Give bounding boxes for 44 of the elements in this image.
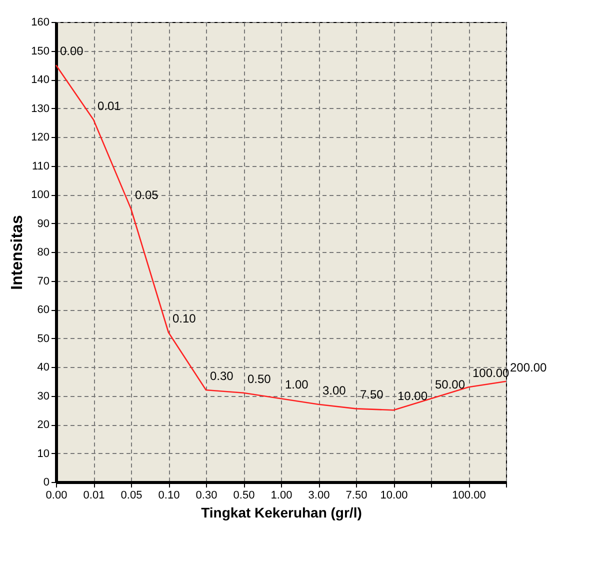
y-tick-label: 110 bbox=[32, 160, 50, 172]
y-tick-label: 60 bbox=[37, 304, 50, 316]
x-tick-label: 0.30 bbox=[196, 490, 218, 502]
annotation: 3.00 bbox=[322, 383, 346, 398]
annotation: 1.00 bbox=[285, 378, 309, 392]
annotation: 100.00 bbox=[472, 366, 510, 380]
annotation: 0.05 bbox=[135, 188, 159, 202]
x-tick-label: 7.50 bbox=[346, 490, 368, 502]
x-tick-label: 0.01 bbox=[83, 490, 105, 502]
y-tick-label: 0 bbox=[43, 476, 50, 488]
y-tick-label: 140 bbox=[31, 74, 50, 86]
annotation: 10.00 bbox=[398, 389, 428, 404]
y-tick-label: 90 bbox=[37, 218, 50, 230]
text: 200.00 bbox=[510, 360, 548, 374]
y-axis-title: Intensitas bbox=[9, 215, 26, 290]
line-series bbox=[55, 64, 507, 411]
y-tick-label: 80 bbox=[37, 246, 50, 258]
x-axis-title: Tingkat Kekeruhan (gr/l) bbox=[201, 504, 362, 520]
y-tick-label: 70 bbox=[37, 275, 50, 288]
annotation: 50.00 bbox=[435, 378, 466, 392]
annotation: 0.10 bbox=[172, 312, 196, 326]
x-tick-label: 0.10 bbox=[158, 490, 180, 502]
x-tick-label: 10.00 bbox=[380, 490, 408, 502]
y-tick-label: 150 bbox=[31, 45, 50, 58]
x-tick-label: 100.00 bbox=[452, 490, 486, 502]
x-tick-label: 3.00 bbox=[308, 490, 330, 502]
y-tick-label: 160 bbox=[31, 16, 50, 28]
y-tick-label: 40 bbox=[37, 362, 50, 374]
y-tick-label: 130 bbox=[31, 102, 50, 115]
annotation: 0.00 bbox=[60, 44, 84, 58]
x-tick-label: 0.50 bbox=[233, 490, 255, 502]
y-tick-label: 20 bbox=[37, 419, 50, 431]
annotation: 0.50 bbox=[248, 372, 272, 386]
annotation: 0.01 bbox=[98, 98, 122, 113]
y-tick-label: 100 bbox=[31, 189, 50, 201]
y-tick-label: 10 bbox=[37, 448, 50, 460]
annotation: 0.30 bbox=[210, 369, 234, 383]
x-tick-label: 0.00 bbox=[46, 490, 68, 502]
y-tick-label: 120 bbox=[31, 132, 50, 144]
y-tick-label: 30 bbox=[37, 390, 50, 402]
x-tick-label: 1.00 bbox=[270, 490, 292, 502]
y-tick-label: 50 bbox=[37, 332, 50, 345]
x-tick-label: 0.05 bbox=[120, 490, 142, 502]
annotation: 7.50 bbox=[360, 388, 384, 402]
